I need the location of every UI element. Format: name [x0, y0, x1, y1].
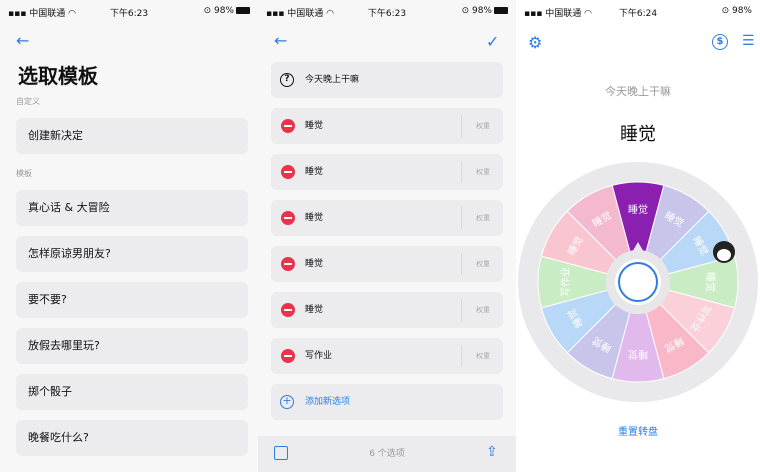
battery-icon [494, 7, 508, 14]
signal-icon: ▪▪▪ [524, 9, 543, 19]
settings-gear-icon[interactable]: ⚙ [528, 33, 543, 52]
back-arrow-icon[interactable]: ← [16, 31, 30, 50]
weight-input[interactable]: 权重 [476, 168, 490, 176]
divider [461, 207, 462, 229]
option-input[interactable]: 睡觉 [305, 259, 324, 269]
add-option-label: 添加新选项 [305, 397, 351, 407]
template-item[interactable]: 晚餐吃什么? [16, 420, 248, 456]
wifi-icon: ◠ [326, 9, 334, 19]
question-title: 今天晚上干嘛 [605, 85, 671, 98]
signal-icon: ▪▪▪ [8, 9, 27, 19]
template-item[interactable]: 真心话 & 大冒险 [16, 190, 248, 226]
divider [461, 161, 462, 183]
lock-rotation-icon: ⊙ [461, 6, 470, 16]
section-label-templates: 模板 [16, 169, 32, 178]
weight-input[interactable]: 权重 [476, 214, 490, 222]
remove-option-icon[interactable] [281, 165, 295, 179]
wifi-icon: ◠ [584, 9, 592, 19]
plus-circle-icon: + [280, 395, 294, 409]
option-row: 睡觉 权重 [271, 246, 503, 282]
weight-input[interactable]: 权重 [476, 260, 490, 268]
divider [461, 345, 462, 367]
divider [461, 115, 462, 137]
option-input[interactable]: 睡觉 [305, 121, 324, 131]
remove-option-icon[interactable] [281, 257, 295, 271]
divider [461, 299, 462, 321]
wheel-pointer [631, 242, 645, 254]
penguin-avatar-icon [713, 241, 735, 263]
question-field[interactable]: ? 今天晚上干嘛 [271, 62, 503, 98]
carrier-text: 中国联通 [29, 9, 66, 19]
question-icon: ? [280, 73, 294, 87]
option-input[interactable]: 睡觉 [305, 167, 324, 177]
remove-option-icon[interactable] [281, 349, 295, 363]
weight-input[interactable]: 权重 [476, 306, 490, 314]
battery-icon [236, 7, 250, 14]
template-item[interactable]: 掷个骰子 [16, 374, 248, 410]
carrier-text: 中国联通 [545, 9, 582, 19]
template-picker-screen: ▪▪▪ 中国联通 ◠ 下午6:23 ⊙ 98% ← 选取模板 自定义 创建新决定… [0, 0, 258, 472]
carrier-text: 中国联通 [287, 9, 324, 19]
template-item[interactable]: 放假去哪里玩? [16, 328, 248, 364]
status-bar: ▪▪▪ 中国联通 ◠ 下午6:24 ⊙ 98% [516, 0, 760, 20]
create-new-decision-button[interactable]: 创建新决定 [16, 118, 248, 154]
wheel-segment-label: 写作业 [560, 267, 572, 297]
page-title: 选取模板 [18, 64, 98, 88]
wheel-segment-label: 睡觉 [628, 203, 648, 216]
result-text: 睡觉 [620, 124, 656, 145]
status-bar: ▪▪▪ 中国联通 ◠ 下午6:23 ⊙ 98% [258, 0, 516, 20]
edit-options-screen: ▪▪▪ 中国联通 ◠ 下午6:23 ⊙ 98% ← ✓ ? 今天晚上干嘛 睡觉 … [258, 0, 516, 472]
wifi-icon: ◠ [68, 9, 76, 19]
status-time: 下午6:23 [109, 9, 149, 19]
question-text[interactable]: 今天晚上干嘛 [305, 75, 360, 85]
wheel-segment-label: 睡觉 [628, 348, 648, 361]
list-icon[interactable]: ☰ [742, 33, 755, 49]
divider [461, 253, 462, 275]
spin-button[interactable] [615, 259, 661, 305]
wheel-screen: ▪▪▪ 中国联通 ◠ 下午6:24 ⊙ 98% ⚙ $ ☰ 今天晚上干嘛 睡觉 … [516, 0, 760, 472]
copy-icon[interactable] [274, 446, 288, 460]
lock-rotation-icon: ⊙ [203, 6, 212, 16]
section-label-custom: 自定义 [16, 97, 40, 106]
option-input[interactable]: 写作业 [305, 351, 333, 361]
reset-wheel-button[interactable]: 重置转盘 [618, 427, 658, 438]
battery-text: 98% [731, 6, 752, 16]
option-row: 睡觉 权重 [271, 154, 503, 190]
remove-option-icon[interactable] [281, 119, 295, 133]
status-time: 下午6:24 [618, 9, 658, 19]
template-item[interactable]: 怎样原谅男朋友? [16, 236, 248, 272]
checkmark-icon[interactable]: ✓ [486, 32, 500, 51]
wheel-segment-label: 睡觉 [704, 272, 717, 292]
spin-button-ring [618, 262, 658, 302]
option-row: 写作业 权重 [271, 338, 503, 374]
battery-text: 98% [471, 6, 492, 16]
option-row: 睡觉 权重 [271, 292, 503, 328]
option-row: 睡觉 权重 [271, 200, 503, 236]
option-count: 6 个选项 [369, 449, 405, 459]
status-time: 下午6:23 [367, 9, 407, 19]
share-icon[interactable]: ⇪ [486, 444, 498, 460]
option-row: 睡觉 权重 [271, 108, 503, 144]
option-input[interactable]: 睡觉 [305, 213, 324, 223]
lock-rotation-icon: ⊙ [721, 6, 730, 16]
weight-input[interactable]: 权重 [476, 122, 490, 130]
bottom-toolbar: 6 个选项 ⇪ [258, 436, 516, 472]
back-arrow-icon[interactable]: ← [274, 31, 288, 50]
add-option-button[interactable]: + 添加新选项 [271, 384, 503, 420]
template-item[interactable]: 要不要? [16, 282, 248, 318]
weight-input[interactable]: 权重 [476, 352, 490, 360]
status-bar: ▪▪▪ 中国联通 ◠ 下午6:23 ⊙ 98% [0, 0, 258, 20]
battery-text: 98% [213, 6, 234, 16]
option-input[interactable]: 睡觉 [305, 305, 324, 315]
dollar-icon[interactable]: $ [712, 34, 728, 50]
remove-option-icon[interactable] [281, 303, 295, 317]
signal-icon: ▪▪▪ [266, 9, 285, 19]
remove-option-icon[interactable] [281, 211, 295, 225]
